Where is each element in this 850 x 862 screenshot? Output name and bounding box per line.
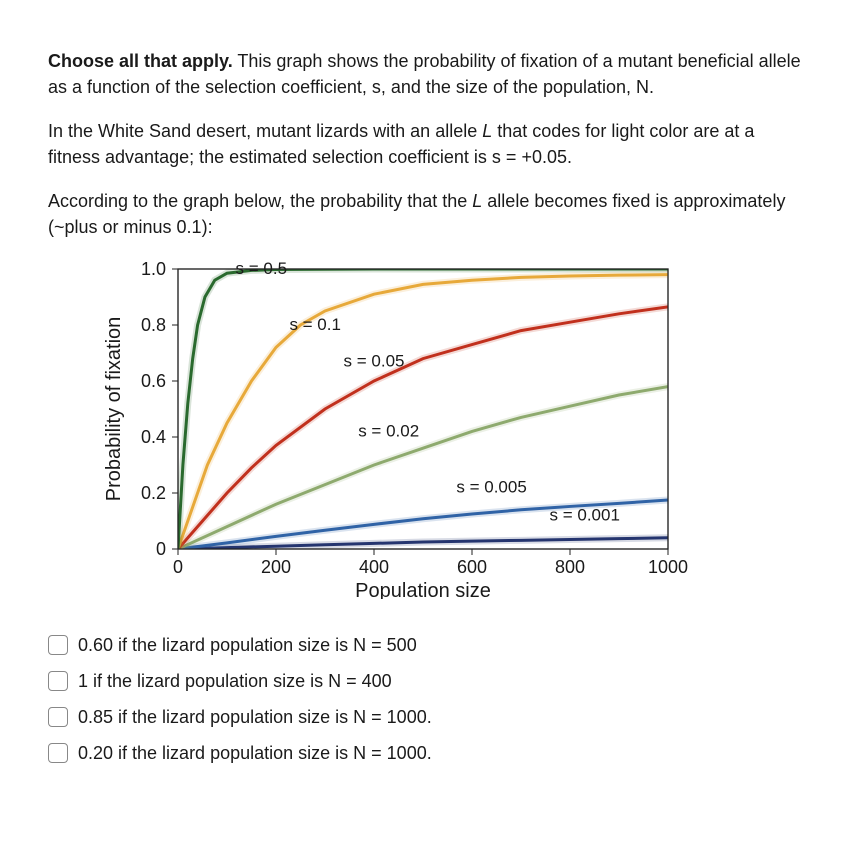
svg-text:0.2: 0.2 bbox=[141, 483, 166, 503]
question-intro: Choose all that apply. This graph shows … bbox=[48, 48, 802, 100]
svg-text:s = 0.1: s = 0.1 bbox=[289, 315, 341, 334]
option-1[interactable]: 0.60 if the lizard population size is N … bbox=[48, 632, 802, 658]
allele-L: L bbox=[482, 121, 492, 141]
option-4[interactable]: 0.20 if the lizard population size is N … bbox=[48, 740, 802, 766]
intro-bold: Choose all that apply. bbox=[48, 51, 233, 71]
svg-text:s = 0.001: s = 0.001 bbox=[549, 505, 619, 524]
svg-text:s = 0.02: s = 0.02 bbox=[358, 421, 419, 440]
paragraph-3: According to the graph below, the probab… bbox=[48, 188, 802, 240]
paragraph-2: In the White Sand desert, mutant lizards… bbox=[48, 118, 802, 170]
svg-text:Probability of fixation: Probability of fixation bbox=[103, 316, 125, 501]
allele-L: L bbox=[472, 191, 482, 211]
svg-text:0.4: 0.4 bbox=[141, 427, 166, 447]
svg-text:1.0: 1.0 bbox=[141, 259, 166, 279]
option-3-checkbox[interactable] bbox=[48, 707, 68, 727]
option-4-checkbox[interactable] bbox=[48, 743, 68, 763]
option-3[interactable]: 0.85 if the lizard population size is N … bbox=[48, 704, 802, 730]
svg-text:0: 0 bbox=[173, 557, 183, 577]
svg-text:0.8: 0.8 bbox=[141, 315, 166, 335]
svg-text:Population size: Population size bbox=[355, 580, 491, 599]
svg-text:400: 400 bbox=[359, 557, 389, 577]
option-1-label[interactable]: 0.60 if the lizard population size is N … bbox=[78, 632, 417, 658]
option-1-checkbox[interactable] bbox=[48, 635, 68, 655]
option-2[interactable]: 1 if the lizard population size is N = 4… bbox=[48, 668, 802, 694]
option-2-checkbox[interactable] bbox=[48, 671, 68, 691]
chart-svg: 0 0.2 0.4 0.6 0.8 1.0 0 200 400 600 800 1000 Populat… bbox=[88, 259, 688, 599]
fixation-chart: 0 0.2 0.4 0.6 0.8 1.0 0 200 400 600 800 1000 Populat… bbox=[88, 259, 802, 606]
svg-text:1000: 1000 bbox=[648, 557, 688, 577]
option-2-label[interactable]: 1 if the lizard population size is N = 4… bbox=[78, 668, 392, 694]
svg-text:200: 200 bbox=[261, 557, 291, 577]
option-4-label[interactable]: 0.20 if the lizard population size is N … bbox=[78, 740, 432, 766]
answer-options: 0.60 if the lizard population size is N … bbox=[48, 632, 802, 766]
svg-text:800: 800 bbox=[555, 557, 585, 577]
svg-text:s = 0.005: s = 0.005 bbox=[456, 477, 526, 496]
svg-text:s = 0.05: s = 0.05 bbox=[344, 351, 405, 370]
svg-text:0: 0 bbox=[156, 539, 166, 559]
svg-text:0.6: 0.6 bbox=[141, 371, 166, 391]
option-3-label[interactable]: 0.85 if the lizard population size is N … bbox=[78, 704, 432, 730]
svg-text:600: 600 bbox=[457, 557, 487, 577]
